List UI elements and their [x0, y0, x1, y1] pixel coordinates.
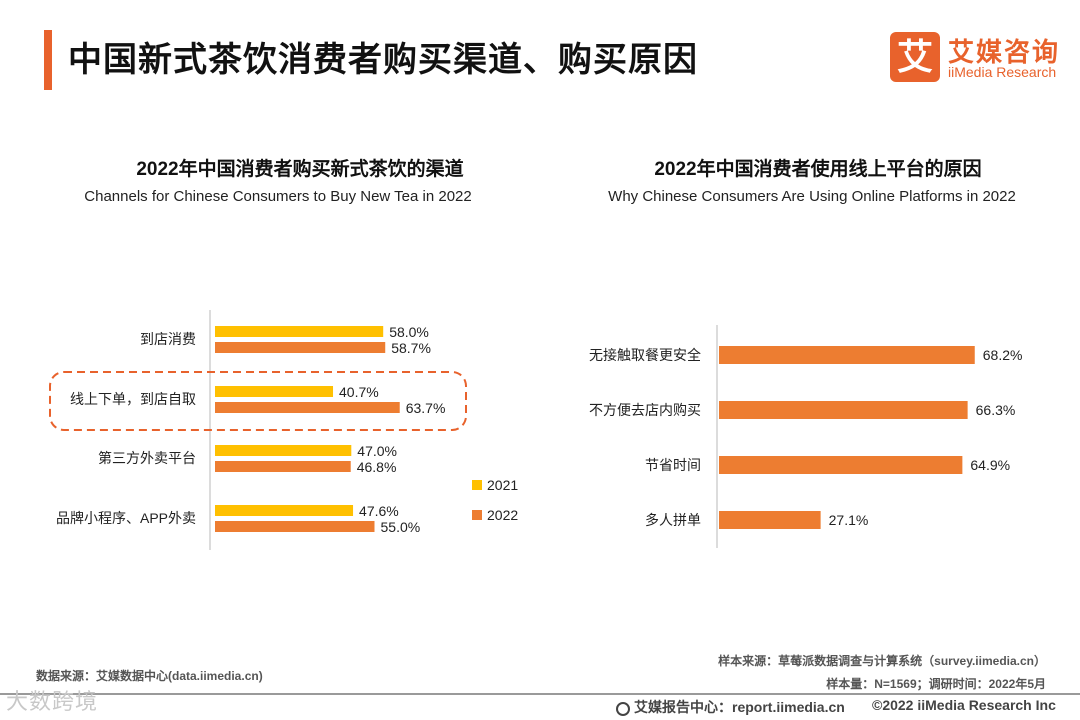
legend-swatch-2022	[472, 510, 482, 520]
legend-swatch-2021	[472, 480, 482, 490]
bar-2021	[215, 326, 384, 337]
value-label: 40.7%	[339, 384, 379, 400]
category-label: 无接触取餐更安全	[589, 347, 701, 363]
value-label: 47.0%	[357, 443, 397, 459]
bar-2021	[215, 386, 334, 397]
footer-divider	[0, 693, 1080, 695]
title-accent-bar	[44, 30, 52, 90]
globe-icon	[616, 702, 630, 716]
left-chart-subtitle: Channels for Chinese Consumers to Buy Ne…	[84, 188, 472, 205]
sample-source: 样本来源：草莓派数据调查与计算系统（survey.iimedia.cn）	[718, 654, 1046, 668]
value-label: 68.2%	[983, 347, 1023, 363]
channels-bar-chart: 到店消费 58.0%58.7% 线上下单，到店自取 40.7% 63.7% 第三方外卖平台…	[49, 310, 518, 550]
bar	[719, 401, 968, 419]
reasons-bar-chart: 无接触取餐更安全 68.2% 不方便去店内购买 66.3% 节省时间 64.9% 多人拼单 2…	[589, 325, 1023, 548]
highlight-box	[49, 371, 467, 431]
logo-english-name: iiMedia Research	[948, 64, 1057, 80]
bar-2022	[215, 521, 375, 532]
right-chart-title: 2022年中国消费者使用线上平台的原因	[654, 159, 982, 180]
category-label: 节省时间	[645, 457, 701, 473]
value-label: 58.0%	[389, 324, 429, 340]
bar	[719, 346, 975, 364]
report-center-text: 艾媒报告中心：report.iimedia.cn	[634, 699, 845, 715]
iimedia-logo: 艾 艾媒咨询 iiMedia Research	[890, 32, 1060, 82]
copyright: ©2022 iiMedia Research Inc	[872, 697, 1056, 713]
logo-chinese-name: 艾媒咨询	[948, 37, 1061, 67]
watermark: 大数跨境	[6, 689, 99, 714]
value-label: 64.9%	[970, 457, 1010, 473]
category-label: 线上下单，到店自取	[70, 391, 196, 407]
value-label: 66.3%	[976, 402, 1016, 418]
logo-mark-icon: 艾	[890, 32, 940, 82]
bar-2022	[215, 342, 386, 353]
sample-info: 样本量：N=1569；调研时间：2022年5月	[826, 677, 1046, 691]
right-chart-subtitle: Why Chinese Consumers Are Using Online P…	[608, 188, 1016, 205]
bar-2022	[215, 461, 351, 472]
category-label: 品牌小程序、APP外卖	[56, 510, 196, 526]
value-label: 47.6%	[359, 503, 399, 519]
bar-2021	[215, 445, 352, 456]
value-label: 55.0%	[381, 519, 421, 535]
category-label: 到店消费	[140, 331, 196, 347]
bar	[719, 456, 963, 474]
value-label: 46.8%	[357, 459, 397, 475]
bar	[719, 511, 821, 529]
legend-label-2022: 2022	[487, 507, 518, 523]
category-label: 不方便去店内购买	[589, 402, 701, 418]
data-source: 数据来源：艾媒数据中心(data.iimedia.cn)	[36, 669, 263, 683]
category-label: 多人拼单	[645, 512, 701, 528]
left-chart-title: 2022年中国消费者购买新式茶饮的渠道	[136, 159, 464, 180]
category-label: 第三方外卖平台	[98, 450, 196, 466]
value-label: 27.1%	[829, 512, 869, 528]
value-label: 63.7%	[406, 400, 446, 416]
value-label: 58.7%	[391, 340, 431, 356]
bar-2021	[215, 505, 354, 516]
legend-label-2021: 2021	[487, 477, 518, 493]
page-title: 中国新式茶饮消费者购买渠道、购买原因	[68, 41, 698, 79]
report-center[interactable]: 艾媒报告中心：report.iimedia.cn	[616, 697, 845, 717]
bar-2022	[215, 402, 400, 413]
